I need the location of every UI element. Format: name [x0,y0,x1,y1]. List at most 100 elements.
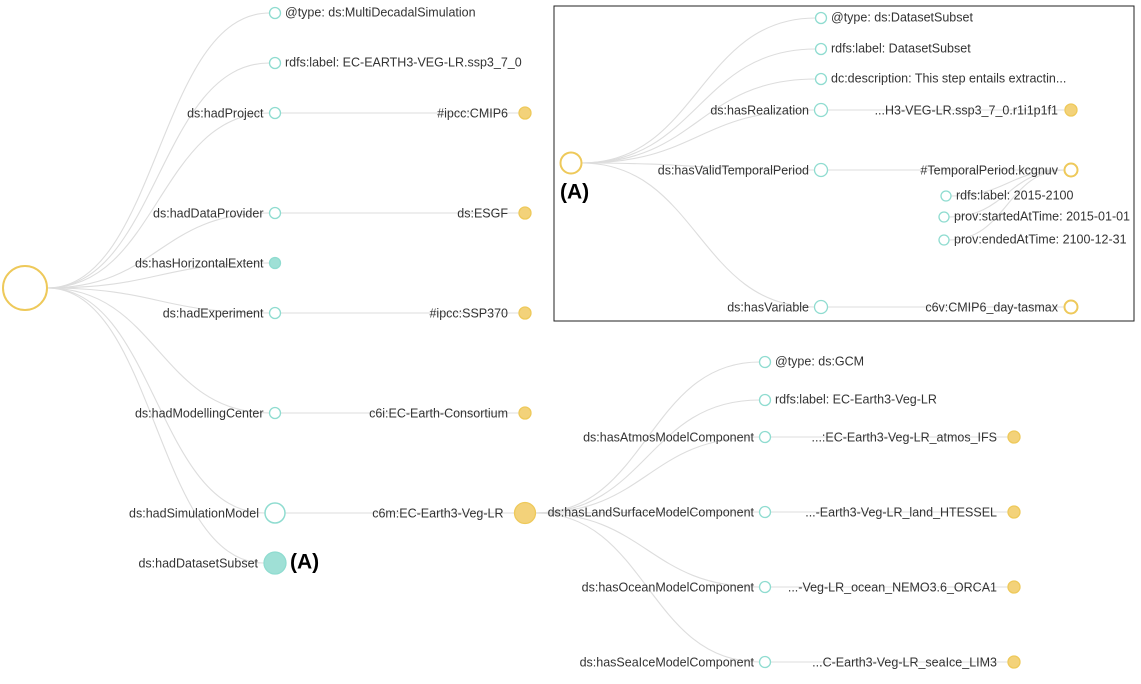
node-inset-target-4[interactable] [1063,162,1079,178]
label-model-child-3: ds:hasLandSurfaceModelComponent [548,505,755,519]
label-model-target-4: ...-Veg-LR_ocean_NEMO3.6_ORCA1 [788,580,997,594]
label-period-2: prov:endedAtTime: 2100-12-31 [954,232,1127,246]
node-inset-root[interactable] [559,151,583,175]
marker-inset: (A) [560,181,589,204]
node-inset-target-5[interactable] [1063,299,1079,315]
label-inset-target-4: #TemporalPeriod.kcgnuv [920,163,1058,177]
label-root-child-1: rdfs:label: EC-EARTH3-VEG-LR.ssp3_7_0 [285,55,522,69]
node-root-child-1[interactable] [268,56,282,70]
node-model-target-3[interactable] [1007,505,1021,519]
link-root-4 [46,262,270,289]
node-root-child-2[interactable] [268,106,282,120]
label-inset-target-5: c6v:CMIP6_day-tasmax [925,300,1058,314]
node-root-child-5[interactable] [268,306,282,320]
node-period-0[interactable] [940,190,952,202]
link-inset-3 [581,109,815,164]
label-inset-child-0: @type: ds:DatasetSubset [831,10,973,24]
label-root-child-3: ds:hadDataProvider [153,206,263,220]
node-root-child-6[interactable] [268,406,282,420]
node-model-child-5[interactable] [758,655,772,669]
label-root-child-6: ds:hadModellingCenter [135,406,264,420]
node-root-child-7[interactable] [264,502,286,524]
links-layer [46,12,1066,663]
label-root-child-2: ds:hadProject [187,106,264,120]
label-period-1: prov:startedAtTime: 2015-01-01 [954,209,1130,223]
node-model-child-0[interactable] [758,355,772,369]
label-target-3: ds:ESGF [457,206,508,220]
link-root-2 [46,112,270,289]
label-model-child-5: ds:hasSeaIceModelComponent [580,655,755,669]
node-root-child-4[interactable] [268,256,282,270]
label-model-child-0: @type: ds:GCM [775,354,864,368]
label-inset-target-3: ...H3-VEG-LR.ssp3_7_0.r1i1p1f1 [875,103,1058,117]
node-inset-child-2[interactable] [814,72,828,86]
link-period-1 [948,169,1066,218]
node-model-child-2[interactable] [758,430,772,444]
label-inset-child-1: rdfs:label: DatasetSubset [831,41,971,55]
label-root-child-0: @type: ds:MultiDecadalSimulation [285,5,476,19]
link-inset-4 [581,162,815,171]
label-root-child-8: ds:hadDatasetSubset [138,556,258,570]
link-root-5 [46,287,270,314]
node-target-6[interactable] [518,406,532,420]
node-model-target-5[interactable] [1007,655,1021,669]
label-target-2: #ipcc:CMIP6 [437,106,508,120]
inset-box [553,5,1135,322]
node-root-child-8[interactable] [263,551,287,575]
label-target-6: c6i:EC-Earth-Consortium [369,406,508,420]
node-inset-child-3[interactable] [813,102,829,118]
label-root-child-4: ds:hasHorizontalExtent [135,256,264,270]
node-model-child-3[interactable] [758,505,772,519]
label-inset-child-3: ds:hasRealization [710,103,809,117]
node-root[interactable] [2,265,48,311]
link-period-2 [948,169,1066,241]
node-inset-child-4[interactable] [813,162,829,178]
node-model-target-2[interactable] [1007,430,1021,444]
link-root-6 [46,287,270,414]
label-root-child-5: ds:hadExperiment [163,306,264,320]
link-inset-1 [581,48,816,164]
label-root-child-7: ds:hadSimulationModel [129,506,259,520]
label-target-7: c6m:EC-Earth3-Veg-LR [372,506,503,520]
node-inset-child-5[interactable] [813,299,829,315]
node-period-2[interactable] [938,234,950,246]
link-inset-2 [581,78,816,164]
link-model-5 [535,512,760,663]
link-inset-5 [581,162,815,308]
node-inset-child-0[interactable] [814,11,828,25]
label-target-5: #ipcc:SSP370 [429,306,508,320]
nodes-layer [2,6,1079,669]
link-inset-0 [581,17,816,164]
label-model-child-4: ds:hasOceanModelComponent [582,580,755,594]
marker-subset: (A) [290,551,319,574]
label-model-child-2: ds:hasAtmosModelComponent [583,430,754,444]
node-inset-child-1[interactable] [814,42,828,56]
link-root-1 [46,62,270,289]
node-inset-target-3[interactable] [1064,103,1078,117]
labels-layer: @type: ds:MultiDecadalSimulation rdfs:lab… [129,5,1130,669]
node-target-3[interactable] [518,206,532,220]
node-root-child-0[interactable] [268,6,282,20]
label-model-target-5: ...C-Earth3-Veg-LR_seaIce_LIM3 [812,655,997,669]
node-root-child-3[interactable] [268,206,282,220]
node-model-target-4[interactable] [1007,580,1021,594]
label-model-target-3: ...-Earth3-Veg-LR_land_HTESSEL [805,505,997,519]
link-root-3 [46,212,270,289]
link-model-2 [535,436,760,514]
node-period-1[interactable] [938,211,950,223]
node-model-child-4[interactable] [758,580,772,594]
node-target-5[interactable] [518,306,532,320]
link-root-0 [46,12,270,289]
label-period-0: rdfs:label: 2015-2100 [956,188,1073,202]
link-model-1 [535,399,760,514]
label-inset-child-5: ds:hasVariable [727,300,809,314]
link-root-7 [46,287,266,514]
label-inset-child-2: dc:description: This step entails extrac… [831,71,1066,85]
node-model-child-1[interactable] [758,393,772,407]
label-model-child-1: rdfs:label: EC-Earth3-Veg-LR [775,392,937,406]
node-target-2[interactable] [518,106,532,120]
link-model-0 [535,361,760,514]
node-target-7[interactable] [513,501,537,525]
link-model-3 [535,511,760,514]
